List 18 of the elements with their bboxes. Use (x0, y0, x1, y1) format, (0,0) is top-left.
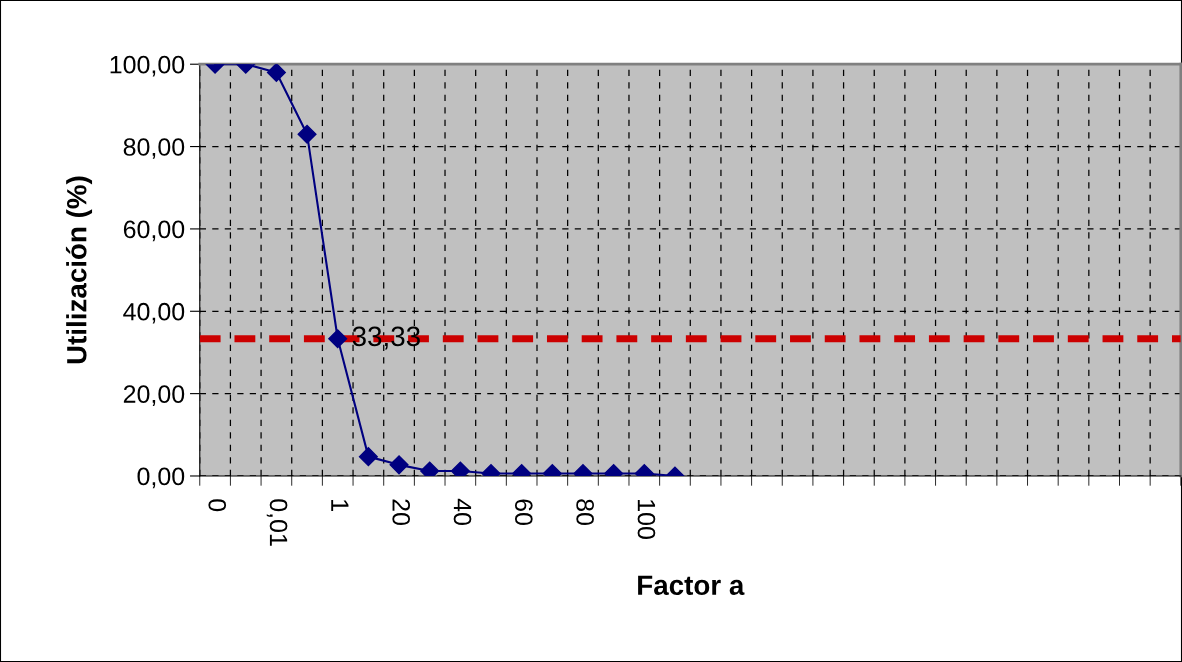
point (328, 329, 348, 349)
x-tick-label: 80 (576, 499, 594, 526)
x-axis-title: Factor a (638, 575, 745, 596)
y-tick-label: 100,00 (110, 55, 185, 77)
annotation: 33,33 (352, 326, 420, 350)
y-axis-title: Utilización (%) (65, 176, 93, 364)
x-tick-label: 60 (514, 499, 533, 526)
x-tick-label: 100 (637, 500, 656, 539)
x-tick-label: 1 (331, 500, 349, 511)
y-tick-label: 20,00 (123, 385, 185, 406)
y-tick-label: 0,00 (137, 467, 185, 489)
x-tick-label: 40 (453, 498, 472, 526)
x-tick-label: 20 (392, 499, 411, 526)
x-tick-label: 0 (208, 499, 227, 512)
y-tick-label: 80,00 (123, 138, 185, 159)
y-tick-label: 40,00 (123, 302, 185, 324)
y-tick-label: 60,00 (123, 220, 185, 242)
x-tick-label: 0,01 (266, 499, 288, 546)
